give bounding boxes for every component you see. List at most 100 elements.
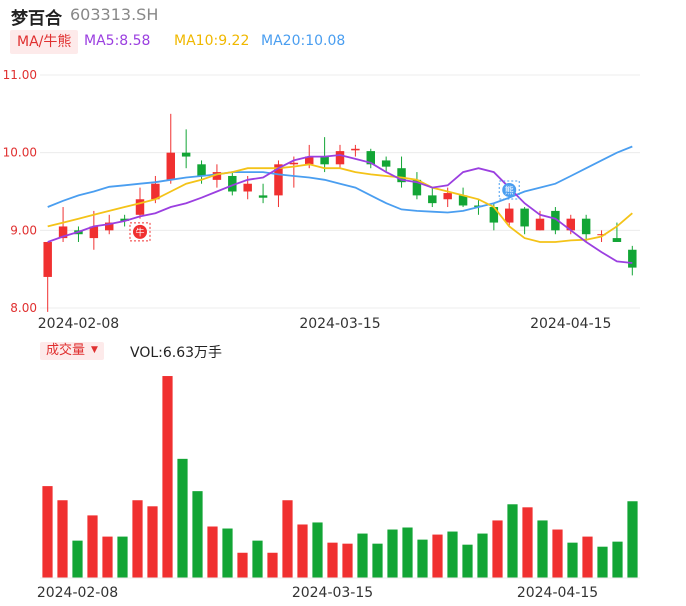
bear-marker-icon-glyph: 熊 xyxy=(505,184,514,196)
volume-bar xyxy=(612,541,623,578)
volume-bar xyxy=(147,506,158,578)
candle-body xyxy=(320,156,329,165)
volume-bar xyxy=(462,544,473,578)
y-tick-label: 9.00 xyxy=(10,223,37,237)
candle-body xyxy=(228,175,237,192)
volume-bar xyxy=(312,522,323,578)
volume-bar xyxy=(372,543,383,578)
volume-bar xyxy=(72,540,83,578)
volume-selector-label: 成交量 xyxy=(46,343,86,358)
candle-body xyxy=(89,226,99,239)
candle-body xyxy=(505,208,514,223)
volume-bar xyxy=(102,536,113,578)
volume-bar xyxy=(237,552,248,578)
volume-bar xyxy=(342,543,353,578)
volume-bar xyxy=(117,536,128,578)
candle-body xyxy=(243,183,252,192)
candle-body xyxy=(612,238,622,242)
candle-body xyxy=(412,179,422,196)
volume-bar xyxy=(402,527,413,578)
volume-bar xyxy=(597,546,608,578)
ma-selector-button[interactable]: MA/牛熊 xyxy=(10,30,79,54)
volume-x-tick-label: 2024-03-15 xyxy=(292,585,373,601)
volume-bar xyxy=(282,500,293,578)
candle-body xyxy=(366,151,375,165)
candle-body xyxy=(151,183,160,200)
volume-bar xyxy=(222,528,233,578)
volume-bar xyxy=(327,542,338,578)
candle-body xyxy=(381,160,391,167)
y-tick-label: 11.00 xyxy=(3,68,37,82)
volume-bar xyxy=(387,529,398,578)
volume-bar xyxy=(492,520,503,578)
candle-body xyxy=(289,162,299,165)
volume-bar xyxy=(87,515,98,578)
bull-marker-icon xyxy=(133,224,147,239)
ma10-line xyxy=(47,163,633,243)
candle-body xyxy=(535,218,545,231)
volume-bar xyxy=(357,533,368,578)
volume-bar xyxy=(267,552,278,578)
candle-body xyxy=(197,164,206,176)
bull-marker-icon-frame xyxy=(129,222,151,242)
volume-bar xyxy=(162,376,173,578)
volume-bar xyxy=(537,520,548,578)
candle-body xyxy=(397,168,406,183)
candle-body xyxy=(597,234,606,236)
volume-x-tick-label: 2024-04-15 xyxy=(517,585,598,601)
volume-bar xyxy=(132,500,143,578)
candle-body xyxy=(335,151,345,165)
ma20-line xyxy=(47,145,633,214)
candle-body xyxy=(181,152,191,157)
candle-body xyxy=(351,148,360,151)
candle-body xyxy=(443,193,452,200)
bear-marker-icon-frame xyxy=(498,180,520,200)
candle-body xyxy=(520,208,529,227)
volume-bar xyxy=(207,526,218,578)
candle-body xyxy=(105,222,114,231)
volume-bar xyxy=(57,500,68,578)
candle-body xyxy=(274,164,283,196)
volume-bar xyxy=(477,533,488,578)
volume-bar xyxy=(297,524,308,578)
volume-bar xyxy=(432,534,443,578)
candle-body xyxy=(628,249,637,268)
volume-bar xyxy=(42,486,53,578)
volume-value: VOL:6.63万手 xyxy=(130,345,223,361)
y-tick-label: 10.00 xyxy=(3,146,37,160)
ma5-value: MA5:8.58 xyxy=(84,33,151,49)
candle-body xyxy=(58,226,68,239)
candle-body xyxy=(581,218,591,235)
y-tick-label: 8.00 xyxy=(10,301,37,315)
volume-bar xyxy=(507,504,518,578)
kline-x-tick-label: 2024-04-15 xyxy=(530,316,611,332)
volume-bar xyxy=(582,536,593,578)
candle-body xyxy=(458,195,468,206)
volume-bar xyxy=(447,531,458,578)
volume-selector-button[interactable]: 成交量 ▼ xyxy=(40,342,104,360)
candle-body xyxy=(166,152,175,180)
kline-x-tick-label: 2024-03-15 xyxy=(299,316,380,332)
candle-body xyxy=(43,241,52,277)
volume-bar xyxy=(627,501,638,578)
dropdown-triangle-icon: ▼ xyxy=(91,345,98,355)
candle-body xyxy=(305,156,314,165)
stock-name: 梦百合 xyxy=(11,9,62,29)
volume-bar xyxy=(177,458,188,578)
volume-bar xyxy=(522,507,533,578)
candle-body xyxy=(489,207,499,223)
candle-body xyxy=(120,218,129,222)
volume-bar xyxy=(252,540,263,578)
stock-code: 603313.SH xyxy=(70,5,159,24)
ma10-value: MA10:9.22 xyxy=(174,33,250,49)
candle-body xyxy=(551,210,560,231)
candle-body xyxy=(212,172,222,180)
ma20-value: MA20:10.08 xyxy=(261,33,346,49)
volume-x-tick-label: 2024-02-08 xyxy=(37,585,118,601)
volume-bar xyxy=(417,539,428,578)
volume-bar xyxy=(567,542,578,578)
volume-bar xyxy=(192,491,203,578)
candle-body xyxy=(135,199,145,215)
candle-body xyxy=(566,218,575,231)
